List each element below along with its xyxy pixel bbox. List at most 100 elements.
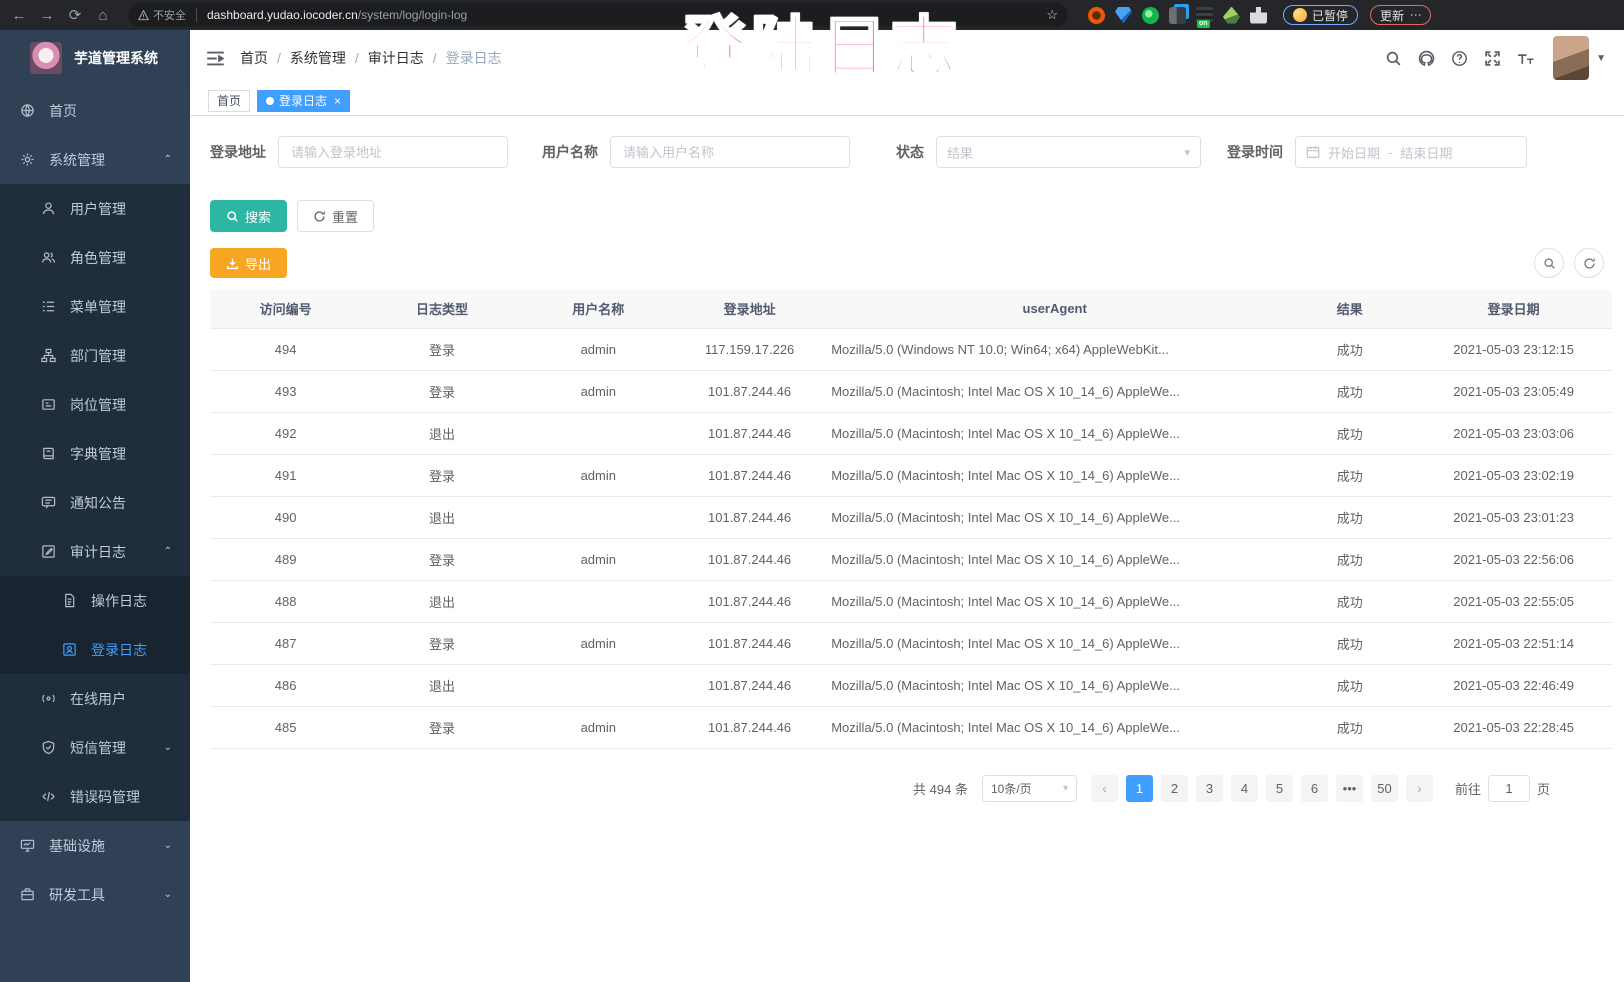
not-secure-warning[interactable]: 不安全 [138, 7, 186, 23]
sidebar-item-post-mgmt[interactable]: 岗位管理 [0, 380, 190, 429]
chrome-update-button[interactable]: 更新 ⋮ [1370, 5, 1432, 25]
page-button-4[interactable]: 4 [1230, 774, 1258, 802]
sidebar-item-online-users[interactable]: 在线用户 [0, 674, 190, 723]
page-button-6[interactable]: 6 [1300, 774, 1328, 802]
font-size-icon[interactable] [1512, 45, 1538, 71]
breadcrumb-audit[interactable]: 审计日志 [367, 50, 424, 66]
sidebar-item-dept-mgmt[interactable]: 部门管理 [0, 331, 190, 380]
table-header-row: 访问编号 日志类型 用户名称 登录地址 userAgent 结果 登录日期 [210, 290, 1612, 329]
warning-icon [138, 9, 149, 20]
table-cell: Mozilla/5.0 (Macintosh; Intel Mac OS X 1… [825, 454, 1285, 497]
chevron-down-icon: ⌄ [163, 889, 172, 900]
breadcrumb-current: 登录日志 [445, 50, 502, 66]
status-select[interactable]: 结果 ▾ [936, 136, 1201, 168]
username-input[interactable] [610, 136, 850, 168]
sidebar-item-menu-mgmt[interactable]: 菜单管理 [0, 282, 190, 331]
table-cell: 登录 [361, 706, 523, 749]
tag-label: 登录日志 [279, 94, 328, 108]
forward-icon[interactable]: → [39, 6, 55, 24]
table-cell: admin [522, 328, 674, 371]
sidebar-item-user-mgmt[interactable]: 用户管理 [0, 184, 190, 233]
sidebar-item-role-mgmt[interactable]: 角色管理 [0, 233, 190, 282]
puzzle-extensions-icon[interactable] [1250, 6, 1267, 24]
table-cell: 492 [210, 412, 362, 455]
table-cell: 101.87.244.46 [673, 664, 826, 707]
sidebar-item-audit-log[interactable]: 审计日志 ⌃ [0, 527, 190, 576]
table-cell: 491 [210, 454, 362, 497]
date-range-picker[interactable]: 开始日期 - 结束日期 [1295, 136, 1527, 168]
tab-tag-home[interactable]: 首页 [208, 89, 251, 112]
sidebar-item-label: 用户管理 [70, 200, 126, 217]
sidebar-item-operate-log[interactable]: 操作日志 [0, 576, 190, 625]
close-icon[interactable]: × [334, 93, 342, 108]
reset-button[interactable]: 重置 [297, 200, 375, 232]
more-pages-button[interactable]: ••• [1335, 774, 1363, 802]
extension-icon-list-on[interactable]: on [1196, 6, 1213, 28]
table-cell: admin [522, 370, 674, 413]
extension-icon-plant[interactable] [1223, 6, 1240, 24]
sidebar-logo[interactable]: 芋道管理系统 [0, 30, 190, 86]
column-header: 结果 [1284, 290, 1416, 329]
fullscreen-icon[interactable] [1479, 45, 1505, 71]
table-cell: 登录 [361, 622, 523, 665]
reload-icon[interactable]: ⟳ [68, 7, 82, 24]
page-button-50[interactable]: 50 [1370, 774, 1398, 802]
table-cell: 2021-05-03 22:55:05 [1415, 580, 1612, 623]
extension-icon-orange[interactable] [1088, 6, 1105, 24]
page-button-1[interactable]: 1 [1125, 774, 1153, 802]
user-menu[interactable]: ▼ [1553, 36, 1606, 80]
browser-menu-icon[interactable]: ⋮ [1409, 8, 1424, 22]
table-row: 492 退出 101.87.244.46 Mozilla/5.0 (Macintosh… [210, 412, 1612, 455]
goto-page-input[interactable] [1487, 774, 1530, 802]
profile-paused-chip[interactable]: 已暂停 [1283, 5, 1359, 25]
badge-icon [41, 397, 56, 412]
home-icon[interactable]: ⌂ [98, 6, 108, 24]
page-size-select[interactable]: 10条/页 ▾ [981, 774, 1077, 802]
table-cell: 成功 [1284, 496, 1416, 539]
avatar [1553, 36, 1590, 80]
refresh-button[interactable] [1574, 248, 1604, 278]
breadcrumb-home[interactable]: 首页 [240, 50, 268, 66]
sidebar-item-system-mgmt[interactable]: 系统管理 ⌃ [0, 135, 190, 184]
table-cell: Mozilla/5.0 (Macintosh; Intel Mac OS X 1… [825, 412, 1285, 455]
extension-icon-grid[interactable] [1169, 6, 1186, 24]
message-icon [41, 495, 56, 510]
sidebar-item-dict-mgmt[interactable]: 字典管理 [0, 429, 190, 478]
table-cell: 2021-05-03 22:28:45 [1415, 706, 1612, 749]
bookmark-star-icon[interactable]: ☆ [1046, 7, 1058, 22]
sidebar-item-notice[interactable]: 通知公告 [0, 478, 190, 527]
table-cell: 2021-05-03 23:03:06 [1415, 412, 1612, 455]
page-button-3[interactable]: 3 [1195, 774, 1223, 802]
online-icon [41, 691, 56, 706]
next-page-button[interactable]: › [1405, 774, 1433, 802]
sidebar-item-errcode-mgmt[interactable]: 错误码管理 [0, 772, 190, 821]
toggle-search-button[interactable] [1534, 248, 1564, 278]
search-icon[interactable] [1380, 45, 1406, 71]
tab-tag-active[interactable]: 登录日志 × [257, 89, 351, 112]
prev-page-button[interactable]: ‹ [1090, 774, 1118, 802]
page-button-2[interactable]: 2 [1160, 774, 1188, 802]
sidebar-item-login-log[interactable]: 登录日志 [0, 625, 190, 674]
right-toolbar [1534, 248, 1612, 278]
export-button[interactable]: 导出 [210, 248, 288, 278]
address-bar[interactable]: 不安全 dashboard.yudao.iocoder.cn/system/lo… [128, 3, 1068, 27]
breadcrumb-system[interactable]: 系统管理 [289, 50, 346, 66]
users-icon [41, 250, 56, 265]
github-icon[interactable] [1413, 45, 1439, 71]
address-input[interactable] [278, 136, 508, 168]
table-cell: 退出 [361, 664, 523, 707]
sidebar-item-infrastructure[interactable]: 基础设施 ⌄ [0, 821, 190, 870]
table-cell: 成功 [1284, 454, 1416, 497]
table-cell: Mozilla/5.0 (Macintosh; Intel Mac OS X 1… [825, 496, 1285, 539]
back-icon[interactable]: ← [11, 6, 27, 24]
sidebar-item-dev-tools[interactable]: 研发工具 ⌄ [0, 870, 190, 919]
extension-icon-green-circle[interactable] [1142, 6, 1159, 24]
page-button-5[interactable]: 5 [1265, 774, 1293, 802]
hamburger-icon[interactable] [190, 49, 240, 68]
sidebar-item-sms-mgmt[interactable]: 短信管理 ⌄ [0, 723, 190, 772]
search-button[interactable]: 搜索 [210, 200, 288, 232]
sidebar-item-home[interactable]: 首页 [0, 86, 190, 135]
extension-icon-gem[interactable] [1115, 6, 1132, 24]
help-icon[interactable] [1446, 45, 1472, 71]
